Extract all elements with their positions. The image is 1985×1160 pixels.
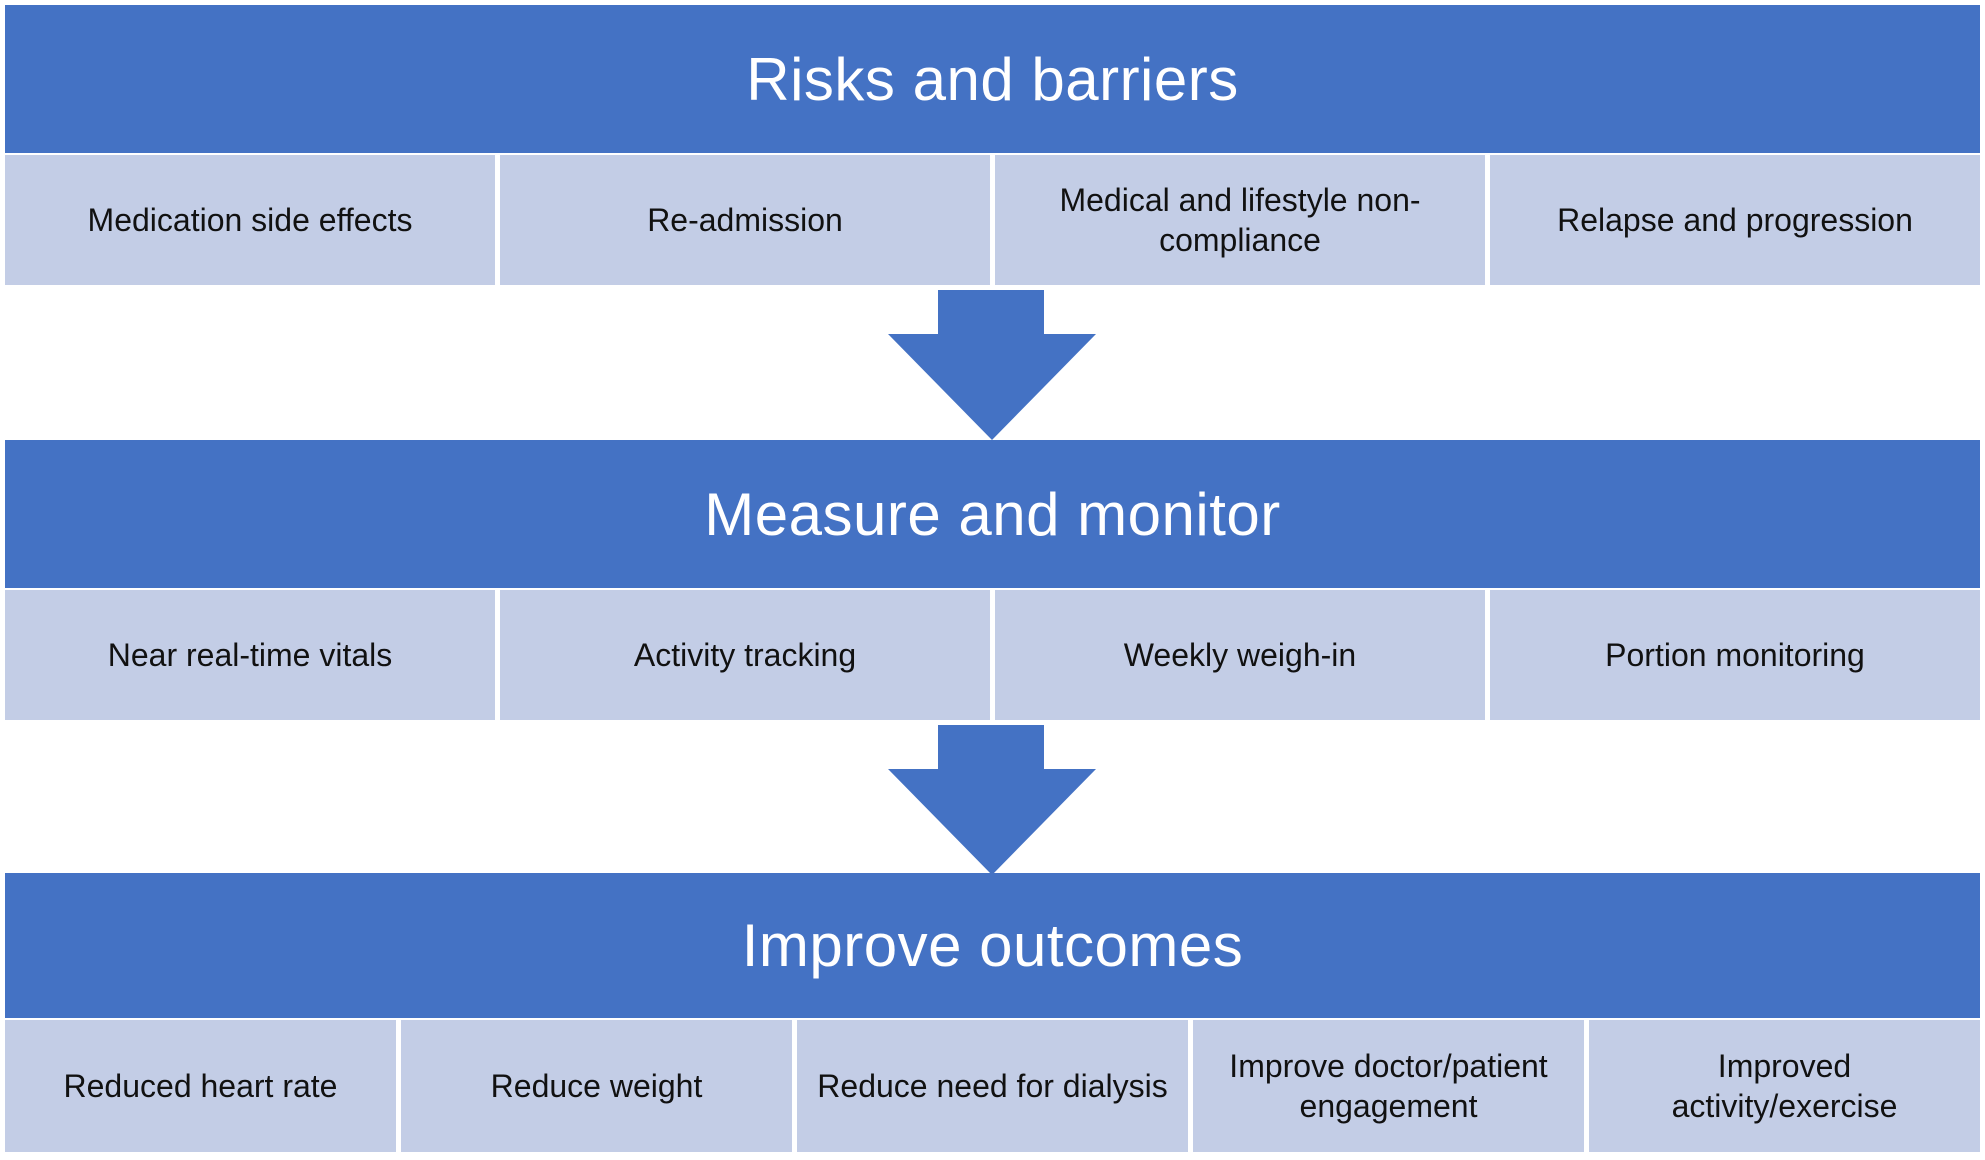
item-near-real-time-vitals: Near real-time vitals xyxy=(5,590,495,720)
section-items-improve-outcomes: Reduced heart rate Reduce weight Reduce … xyxy=(5,1020,1980,1152)
item-activity-tracking: Activity tracking xyxy=(500,590,990,720)
section-header-improve-outcomes: Improve outcomes xyxy=(5,873,1980,1018)
item-reduce-need-for-dialysis: Reduce need for dialysis xyxy=(797,1020,1188,1152)
item-medical-lifestyle-non-compliance: Medical and lifestyle non-compliance xyxy=(995,155,1485,285)
section-header-risks-and-barriers: Risks and barriers xyxy=(5,5,1980,153)
item-improved-activity-exercise: Improved activity/exercise xyxy=(1589,1020,1980,1152)
down-arrow-icon xyxy=(888,290,1096,440)
item-improve-doctor-patient-engagement: Improve doctor/patient engagement xyxy=(1193,1020,1584,1152)
item-portion-monitoring: Portion monitoring xyxy=(1490,590,1980,720)
item-reduced-heart-rate: Reduced heart rate xyxy=(5,1020,396,1152)
section-items-risks-and-barriers: Medication side effects Re-admission Med… xyxy=(5,155,1980,285)
item-relapse-and-progression: Relapse and progression xyxy=(1490,155,1980,285)
item-reduce-weight: Reduce weight xyxy=(401,1020,792,1152)
item-weekly-weigh-in: Weekly weigh-in xyxy=(995,590,1485,720)
down-arrow-icon xyxy=(888,725,1096,875)
item-re-admission: Re-admission xyxy=(500,155,990,285)
section-header-measure-and-monitor: Measure and monitor xyxy=(5,440,1980,588)
item-medication-side-effects: Medication side effects xyxy=(5,155,495,285)
section-items-measure-and-monitor: Near real-time vitals Activity tracking … xyxy=(5,590,1980,720)
